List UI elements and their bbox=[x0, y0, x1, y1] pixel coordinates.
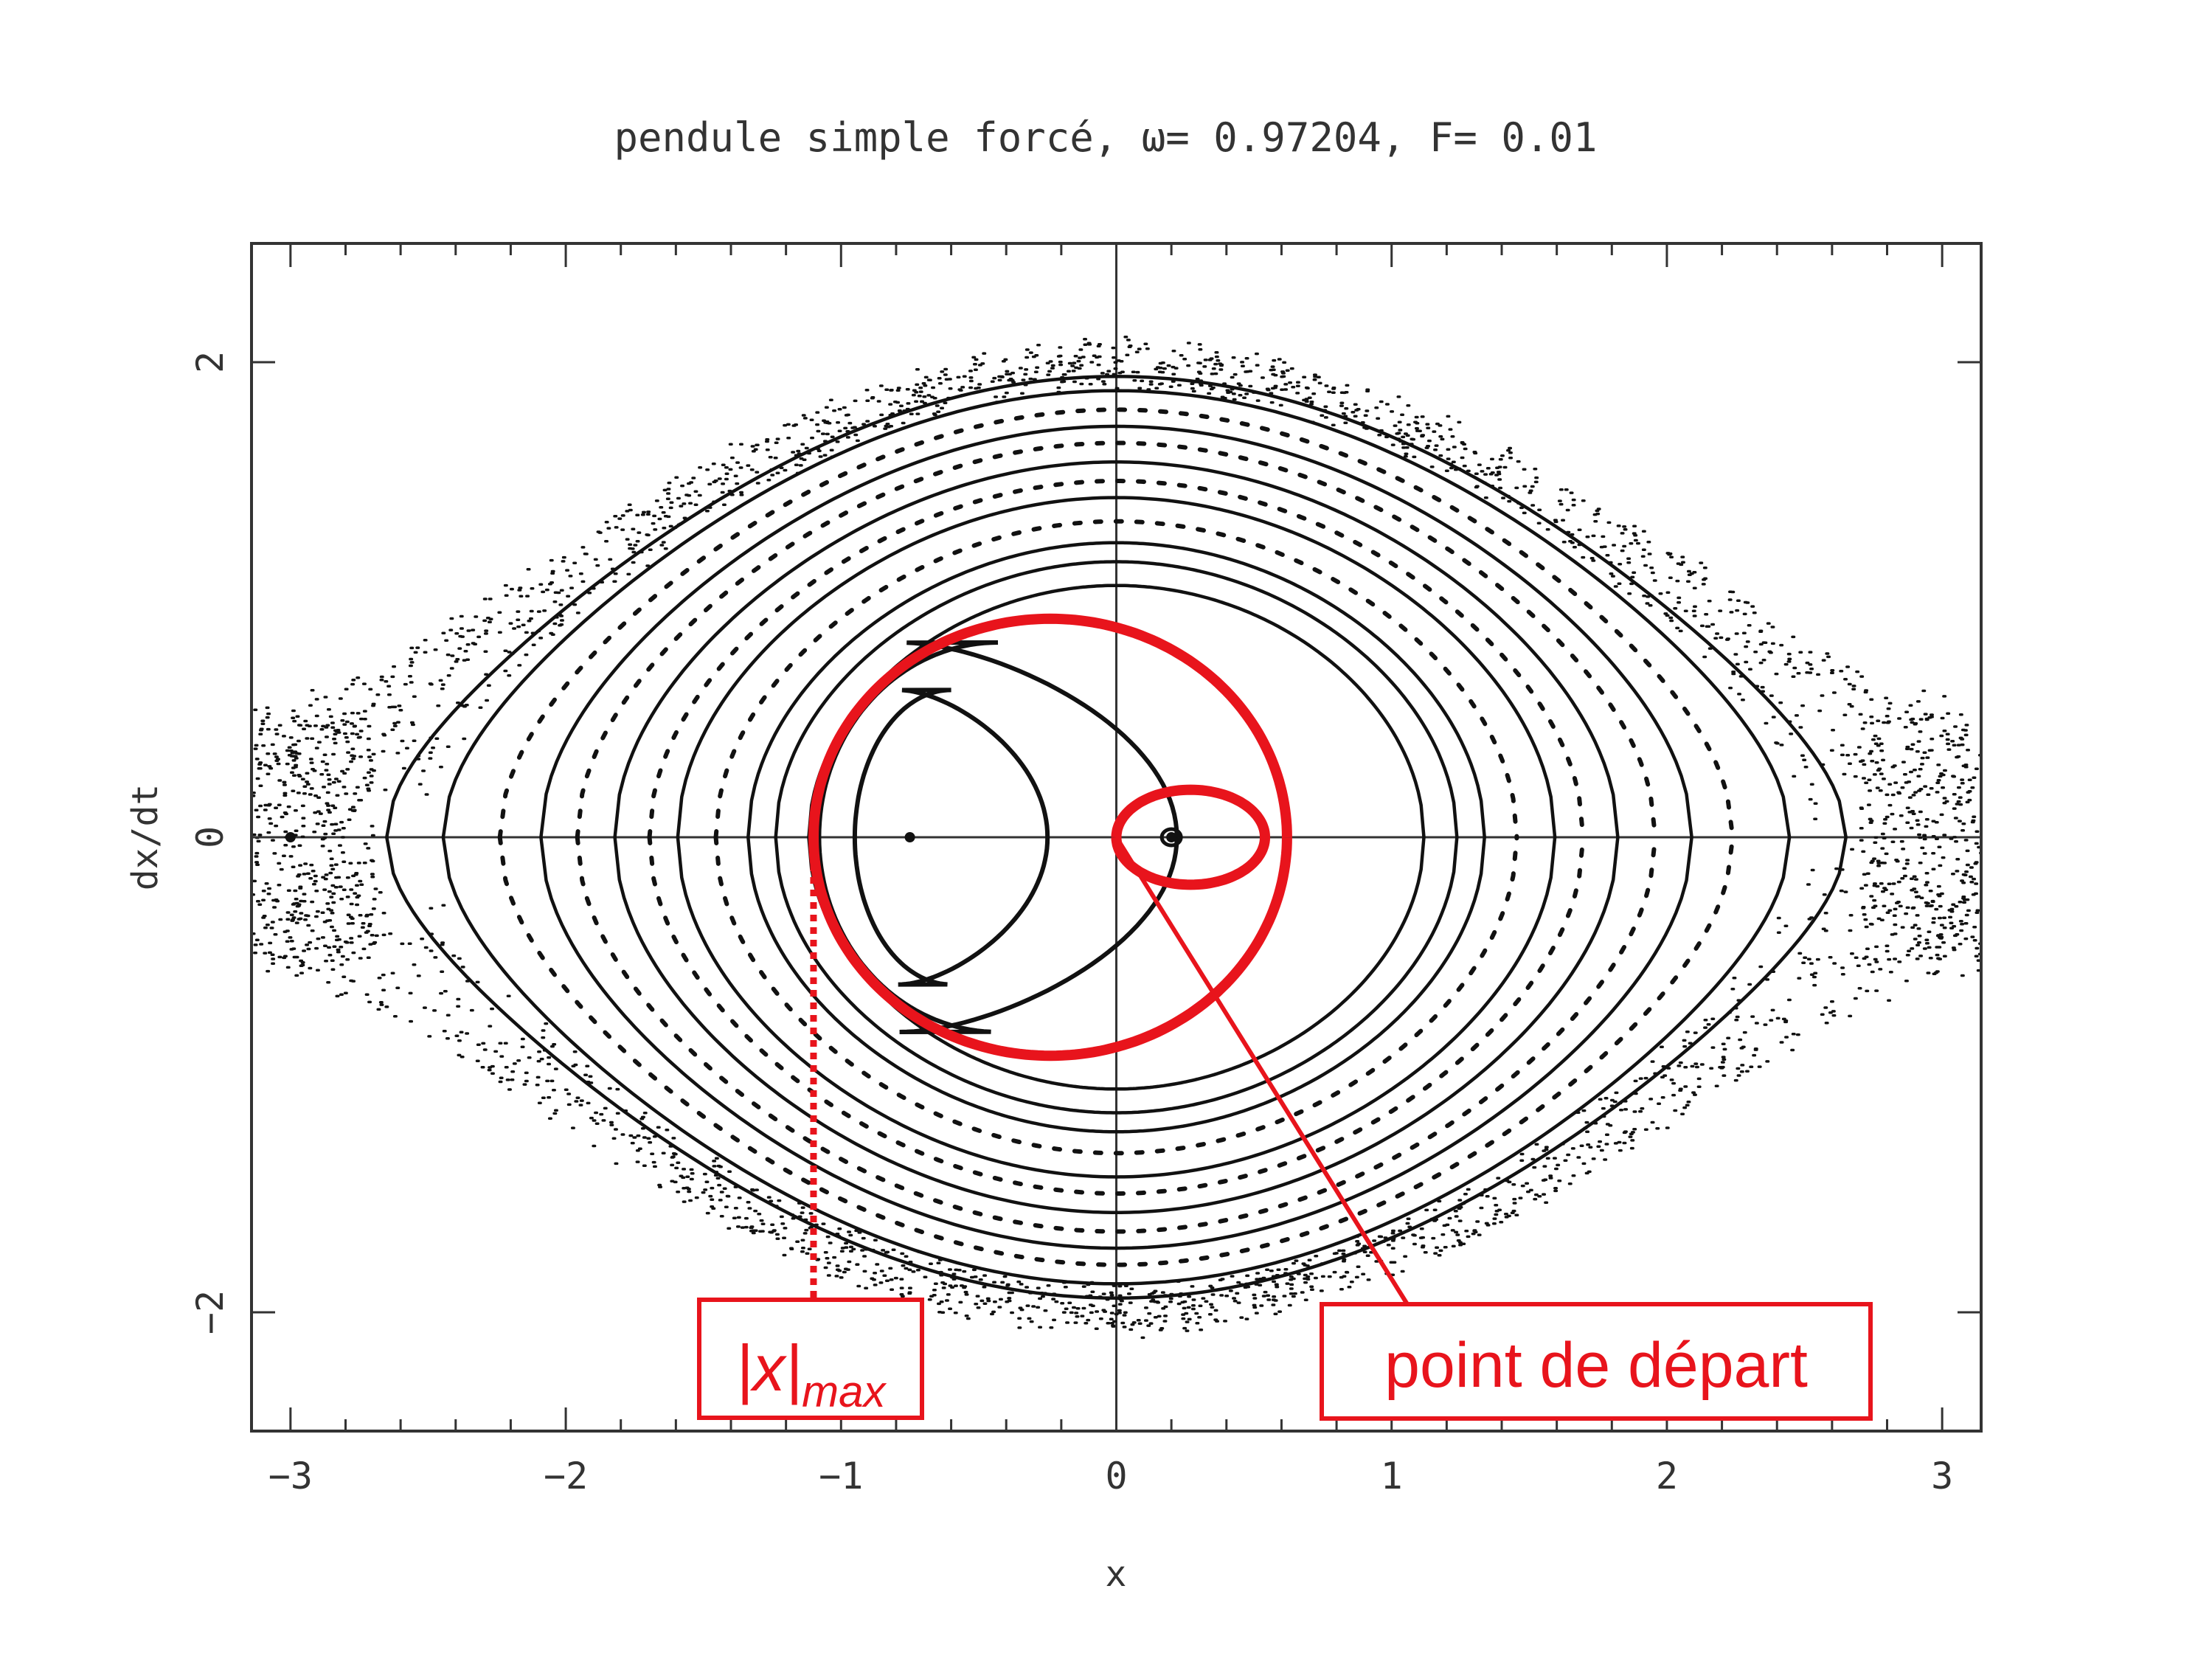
invariant-curve bbox=[713, 519, 1519, 1156]
chaotic-scatter-points bbox=[252, 335, 1981, 1340]
small-island-ring bbox=[1159, 827, 1183, 848]
xmax-label-main: |x| bbox=[735, 1331, 802, 1405]
trajectory-outer-loop bbox=[808, 613, 1292, 1061]
x-tick-label: 2 bbox=[1656, 1455, 1678, 1497]
y-axis-label: dx/dt bbox=[125, 784, 166, 891]
invariant-curve bbox=[613, 460, 1620, 1215]
x-tick-label: −1 bbox=[819, 1455, 863, 1497]
island-crescent bbox=[817, 640, 1179, 1034]
island-crescent bbox=[852, 688, 1050, 987]
xmax-annotation-label: |x|max bbox=[735, 1331, 887, 1416]
x-tick-label: 1 bbox=[1381, 1455, 1403, 1497]
start-pointer-line bbox=[1114, 836, 1410, 1306]
x-tick-label: −2 bbox=[544, 1455, 588, 1497]
xmax-label-sub: max bbox=[802, 1367, 887, 1416]
trajectory-inner-loop bbox=[1111, 784, 1271, 890]
y-tick-label: 2 bbox=[189, 351, 232, 373]
chart-title: pendule simple forcé, ω= 0.97204, F= 0.0… bbox=[614, 114, 1598, 161]
invariant-curve bbox=[647, 479, 1586, 1196]
invariant-curve bbox=[497, 407, 1736, 1267]
start-annotation-label: point de départ bbox=[1384, 1330, 1808, 1401]
x-tick-label: 3 bbox=[1931, 1455, 1953, 1497]
invariant-curve bbox=[746, 541, 1486, 1134]
x-tick-label: 0 bbox=[1105, 1455, 1127, 1497]
y-tick-label: 0 bbox=[189, 826, 232, 848]
trajectory-curve bbox=[808, 613, 1292, 1061]
invariant-curve bbox=[774, 560, 1459, 1115]
invariant-curve bbox=[539, 424, 1693, 1250]
island-center-point bbox=[1166, 832, 1177, 842]
xmax-annotation-box bbox=[697, 1298, 924, 1420]
x-axis-label: x bbox=[1106, 1554, 1127, 1595]
resonance-island-curves bbox=[285, 640, 1183, 1034]
invariant-curve bbox=[575, 440, 1658, 1234]
annotations: |x|max point de départ bbox=[697, 836, 1873, 1421]
island-center-point bbox=[285, 832, 296, 842]
invariant-curve bbox=[676, 496, 1557, 1179]
invariant-curves bbox=[252, 335, 1981, 1340]
start-annotation-box bbox=[1320, 1302, 1873, 1421]
x-tick-label: −3 bbox=[268, 1455, 313, 1497]
island-center-point bbox=[904, 832, 915, 842]
y-tick-label: −2 bbox=[189, 1290, 232, 1334]
invariant-curve bbox=[441, 389, 1792, 1286]
